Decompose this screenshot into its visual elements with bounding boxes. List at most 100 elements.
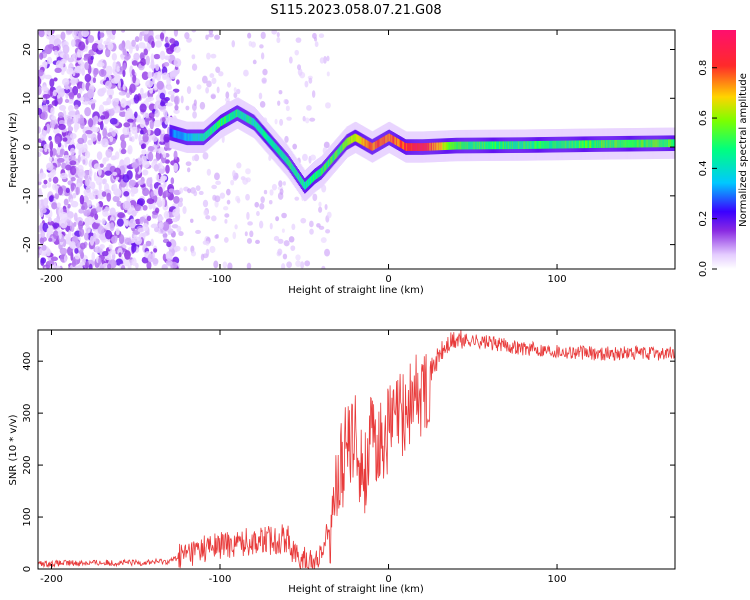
ridge-core [453, 141, 456, 150]
noise-blob [211, 77, 217, 85]
noise-blob [226, 199, 231, 205]
noise-blob [60, 144, 64, 150]
ridge-core [306, 179, 309, 188]
noise-blob [105, 50, 111, 57]
ridge-core [267, 134, 270, 143]
noise-blob [87, 88, 95, 99]
ridge-core [617, 139, 619, 148]
x-tick-label: 0 [385, 574, 391, 585]
ridge-core [533, 141, 536, 149]
noise-blob [111, 235, 118, 244]
noise-blob [139, 103, 147, 113]
noise-blob [173, 58, 182, 68]
noise-blob [210, 94, 216, 100]
ridge-core [493, 141, 495, 150]
noise-blob [57, 111, 64, 119]
noise-blob [304, 260, 311, 267]
y-tick-label: -20 [22, 236, 33, 252]
ridge-core [465, 141, 468, 150]
ridge-core [511, 141, 513, 150]
noise-blob [53, 265, 61, 269]
ridge-core [628, 139, 631, 148]
noise-blob [73, 66, 82, 74]
ridge-core [364, 139, 367, 147]
noise-blob [120, 139, 127, 150]
ridge-core [190, 133, 193, 142]
noise-blob [111, 130, 115, 136]
ridge-core [348, 137, 351, 145]
ridge-core [179, 131, 182, 140]
noise-blob [281, 263, 286, 269]
ridge-core [390, 134, 393, 143]
noise-blob [231, 40, 236, 48]
noise-blob [159, 140, 166, 145]
ridge-core [252, 117, 254, 126]
noise-blob [198, 190, 204, 196]
noise-blob [161, 263, 168, 269]
ridge-core [435, 142, 437, 151]
noise-blob [54, 67, 62, 74]
noise-blob [106, 97, 112, 105]
noise-blob [191, 30, 197, 33]
ridge-core [220, 118, 222, 127]
ridge-core [626, 139, 629, 148]
ridge-core [426, 142, 428, 151]
noise-blob [162, 253, 167, 262]
ridge-core [275, 144, 278, 152]
noise-blob [79, 194, 85, 205]
noise-blob [92, 232, 97, 242]
noise-blob [246, 262, 252, 269]
noise-blob [159, 101, 166, 107]
ridge-core [554, 140, 557, 149]
noise-blob [64, 84, 69, 90]
noise-blob [139, 216, 146, 222]
noise-blob [288, 236, 295, 243]
noise-blob [88, 118, 94, 128]
noise-blob [74, 104, 79, 110]
noise-blob [173, 150, 178, 160]
noise-blob [131, 242, 137, 253]
ridge-core [253, 118, 255, 127]
ridge-core [339, 146, 341, 155]
noise-blob [66, 246, 73, 256]
noise-blob [87, 35, 95, 44]
ridge-core [215, 122, 218, 131]
ridge-core [402, 141, 404, 150]
ridge-core [648, 139, 651, 148]
figure-title: S115.2023.058.07.21.G08 [270, 3, 441, 18]
noise-blob [227, 262, 233, 269]
ridge-core [233, 111, 235, 119]
noise-blob [104, 170, 112, 176]
noise-blob [99, 32, 105, 38]
ridge-core [623, 139, 626, 148]
ridge-core [527, 141, 529, 149]
ridge-core [633, 139, 636, 148]
ridge-core [645, 139, 648, 148]
noise-blob [92, 77, 97, 84]
noise-blob [48, 195, 54, 203]
ridge-core [196, 133, 199, 142]
ridge-core [434, 142, 436, 151]
noise-blob [49, 86, 53, 97]
noise-blob [245, 193, 250, 201]
ridge-core [569, 140, 572, 149]
noise-blob [45, 99, 50, 105]
noise-blob [120, 98, 127, 108]
ridge-core [385, 134, 388, 143]
ridge-core [203, 132, 206, 141]
ridge-core [373, 141, 376, 150]
noise-blob [123, 191, 130, 197]
ridge-core [277, 146, 280, 155]
noise-blob [54, 136, 61, 145]
ridge-core [609, 140, 611, 148]
ridge-core [443, 142, 446, 151]
noise-blob [154, 128, 161, 137]
noise-blob [308, 77, 313, 84]
noise-blob [234, 224, 238, 230]
noise-blob [42, 60, 48, 70]
noise-blob [155, 63, 160, 71]
ridge-core [212, 124, 215, 133]
ridge-core [651, 139, 654, 148]
noise-blob [144, 30, 149, 35]
